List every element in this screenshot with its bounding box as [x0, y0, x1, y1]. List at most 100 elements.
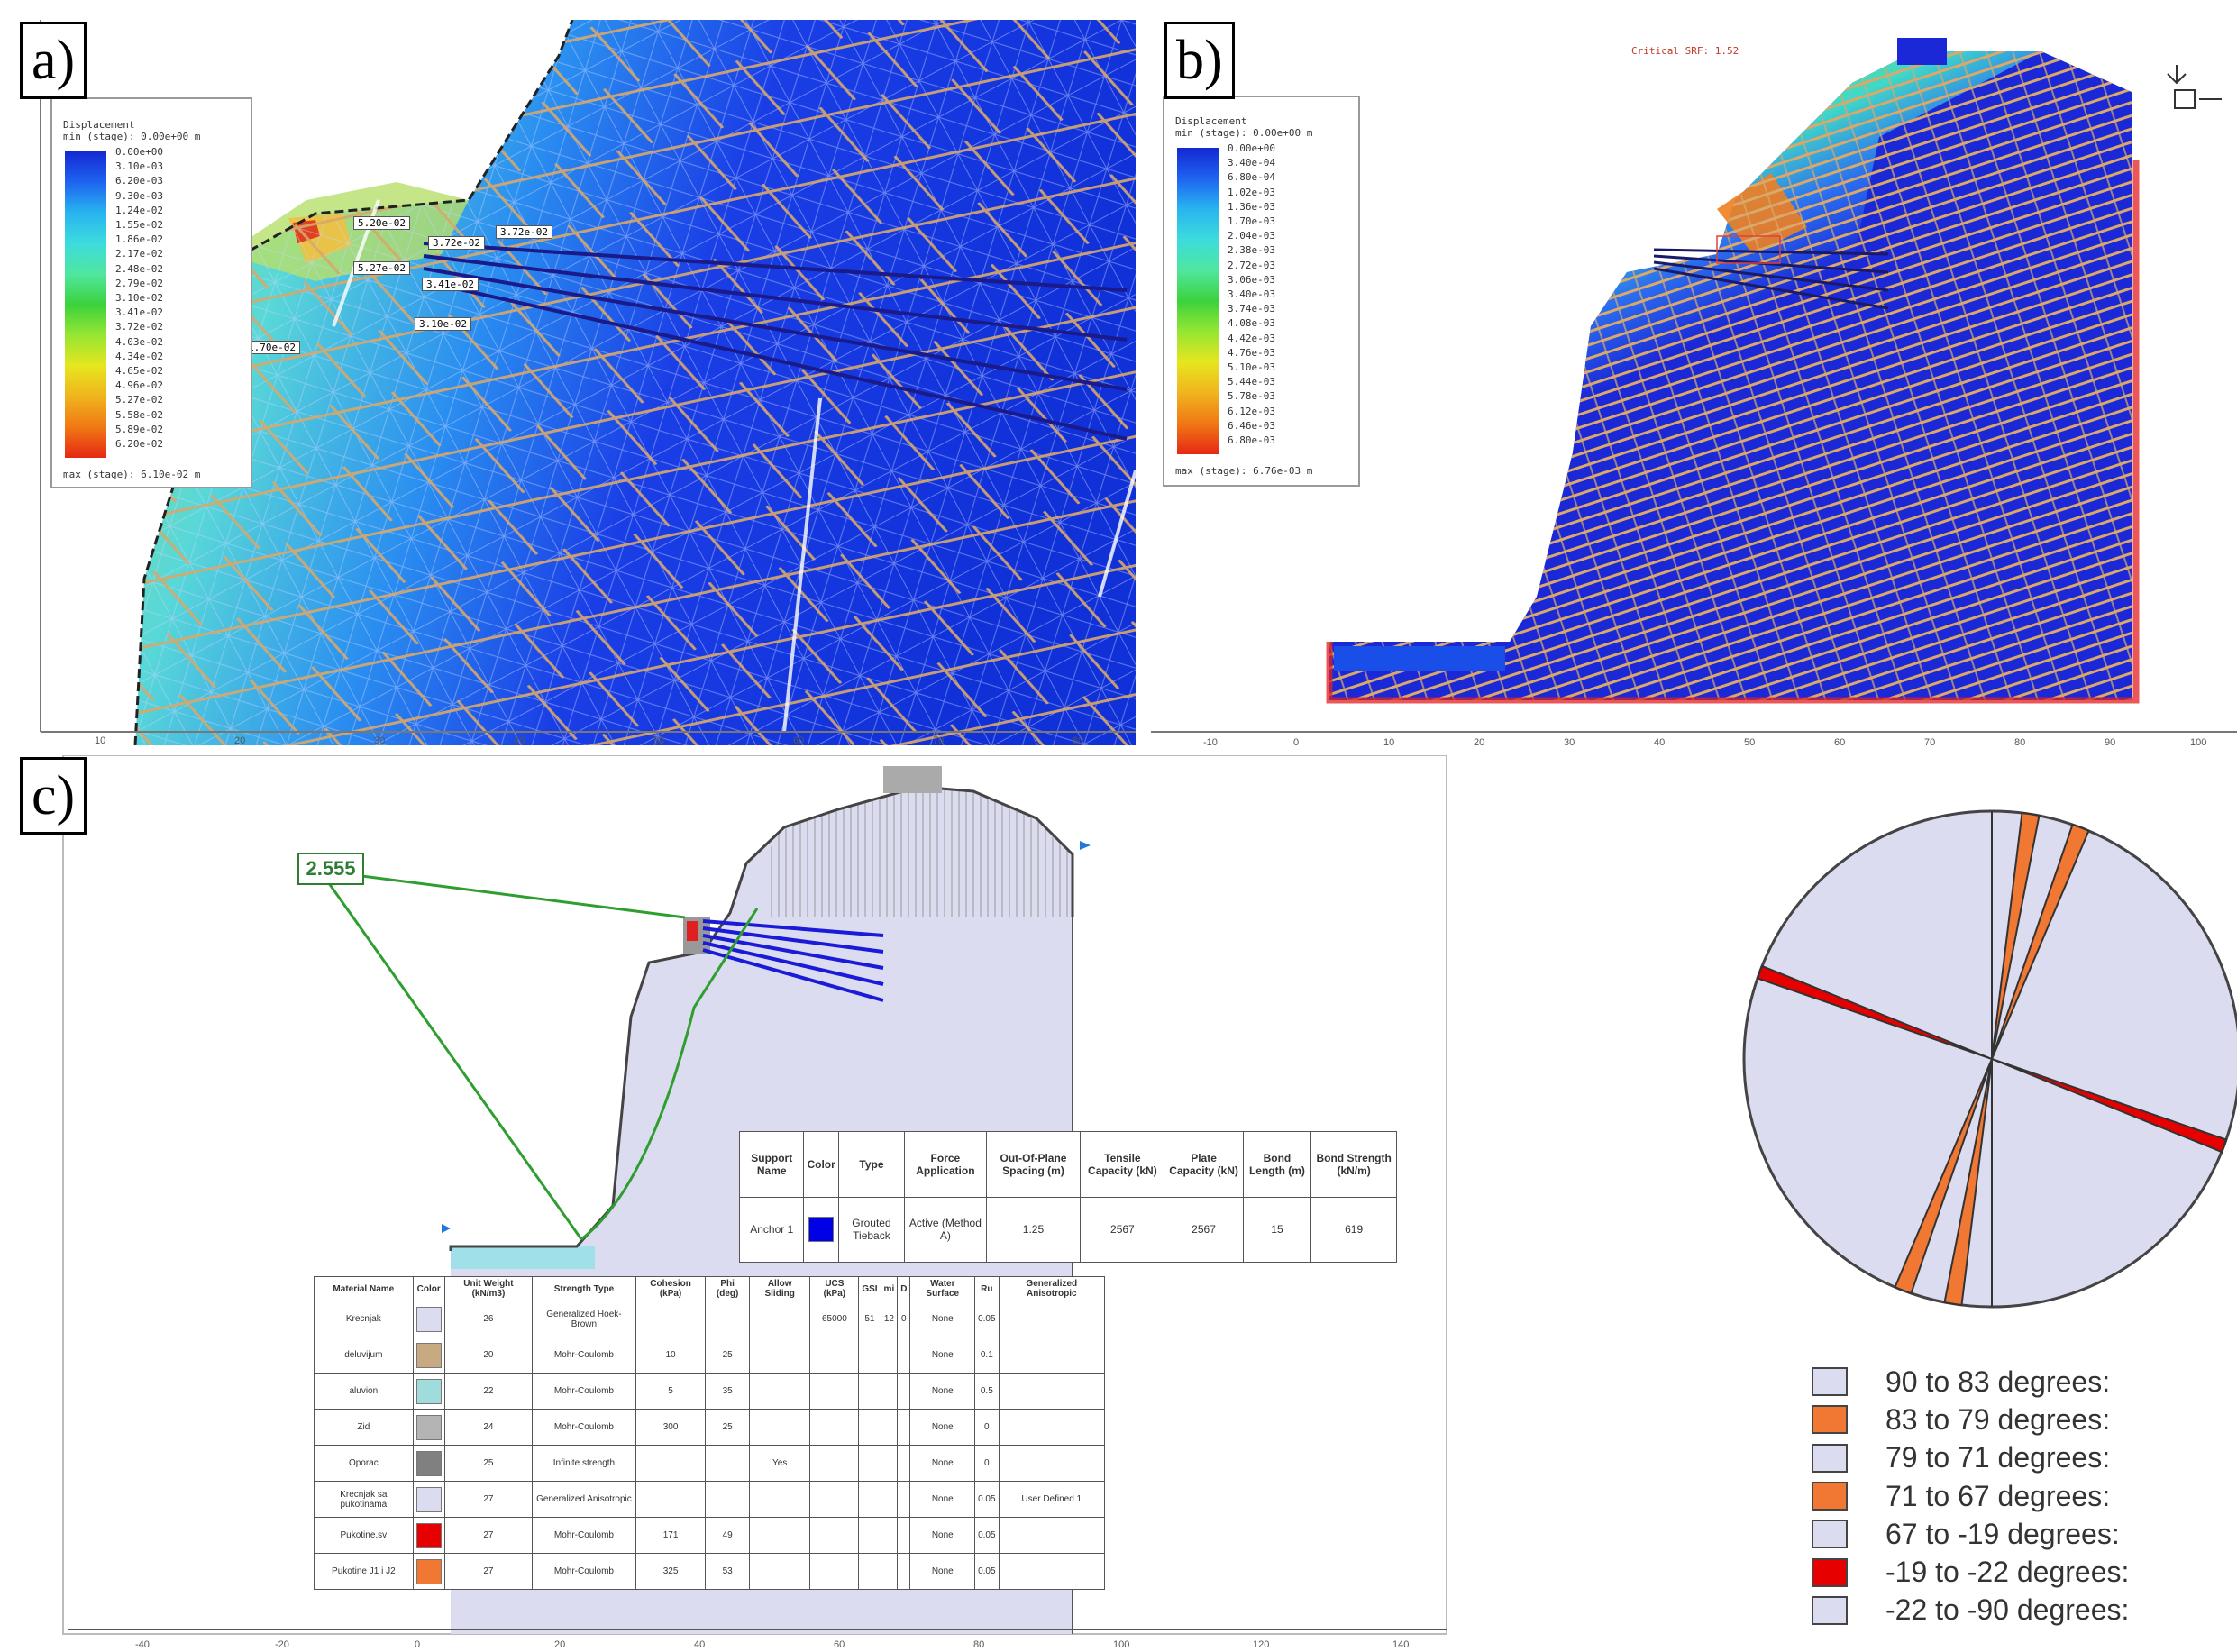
table-row: Zid 24 Mohr-Coulomb 300 25 None 0: [314, 1409, 1106, 1446]
anisotropy-legend-item: 71 to 67 degrees:: [1812, 1477, 2129, 1515]
legend-min: min (stage): 0.00e+00 m: [63, 131, 201, 142]
material-uw: 27: [443, 1481, 534, 1518]
material-name: Krecnjak sa pukotinama: [314, 1481, 414, 1518]
legend-swatch: [1812, 1405, 1848, 1435]
anisotropy-legend-item: 90 to 83 degrees:: [1812, 1363, 2129, 1401]
panel-c-label: c): [20, 757, 87, 835]
material-mi: [880, 1445, 899, 1482]
legend-label: 83 to 79 degrees:: [1885, 1402, 2111, 1436]
material-color: [412, 1373, 445, 1410]
material-slide: [748, 1337, 811, 1374]
axis-tick-c: -40: [135, 1639, 150, 1650]
material-ucs: [809, 1445, 860, 1482]
material-color: [412, 1445, 445, 1482]
table-header: Strength Type: [532, 1276, 636, 1301]
table-header: Color: [803, 1131, 839, 1198]
material-coh: 171: [635, 1517, 707, 1554]
legend-swatch: [1812, 1482, 1848, 1511]
material-water: None: [909, 1337, 976, 1374]
material-name: Krecnjak: [314, 1301, 414, 1337]
anisotropy-legend-item: 83 to 79 degrees:: [1812, 1401, 2129, 1438]
table-header: Plate Capacity (kN): [1164, 1131, 1244, 1198]
anisotropy-legend-item: -19 to -22 degrees:: [1812, 1553, 2129, 1591]
legend-tick: 4.03e-02: [115, 335, 163, 348]
material-d: 0: [897, 1301, 911, 1337]
material-ru: 0: [974, 1445, 1000, 1482]
material-ru: 0.05: [974, 1553, 1000, 1590]
material-st: Mohr-Coulomb: [532, 1553, 636, 1590]
axis-tick-a: 60: [793, 735, 804, 745]
material-d: [897, 1553, 911, 1590]
legend-tick: 1.36e-03: [1228, 200, 1275, 213]
legend-tick: 4.96e-02: [115, 379, 163, 392]
value-label: 3.72e-02: [428, 236, 485, 250]
axis-tick-c: 120: [1253, 1639, 1269, 1650]
table-header: Allow Sliding: [748, 1276, 811, 1301]
material-ucs: [809, 1517, 860, 1554]
material-coh: 10: [635, 1337, 707, 1374]
material-slide: [748, 1409, 811, 1446]
panel-a-label: a): [20, 22, 87, 99]
material-slide: Yes: [748, 1445, 811, 1482]
legend-title: Displacement: [63, 119, 135, 131]
material-gsi: [858, 1409, 881, 1446]
axis-tick-b: 100: [2190, 737, 2206, 745]
material-color: [412, 1409, 445, 1446]
table-row: Anchor 1 Grouted Tieback Active (Method …: [738, 1196, 1397, 1263]
color-swatch: [415, 1522, 442, 1548]
support-spacing: 1.25: [985, 1196, 1082, 1263]
material-aniso: [998, 1445, 1106, 1482]
table-header: mi: [880, 1276, 899, 1301]
color-swatch: [415, 1306, 442, 1332]
axis-tick-c: -20: [275, 1639, 289, 1650]
legend-tick: 6.12e-03: [1228, 405, 1275, 417]
legend-swatch: [1812, 1595, 1848, 1625]
panel-a-legend: Displacement min (stage): 0.00e+00 m 0.0…: [50, 97, 252, 488]
color-swatch: [415, 1558, 442, 1584]
table-row: Oporac 25 Infinite strength Yes None 0: [314, 1445, 1106, 1482]
material-aniso: [998, 1337, 1106, 1374]
colour-bar: [65, 151, 106, 458]
material-water: None: [909, 1301, 976, 1337]
material-water: None: [909, 1481, 976, 1518]
legend-swatch: [1812, 1557, 1848, 1587]
axis-tick-b: 40: [1654, 737, 1665, 745]
material-phi: [705, 1301, 750, 1337]
legend-tick: 2.38e-03: [1228, 244, 1275, 257]
material-water: None: [909, 1409, 976, 1446]
table-row: Pukotine J1 i J2 27 Mohr-Coulomb 325 53 None 0…: [314, 1553, 1106, 1590]
axis-tick-b: 10: [1383, 737, 1394, 745]
panel-a: 10 20 30 40 50 60 70 80 5.20e-02 3.72e-0…: [18, 20, 1136, 745]
axis-tick-b: 0: [1293, 737, 1299, 745]
legend-tick: 1.02e-03: [1228, 186, 1275, 198]
axis-tick-b: 30: [1564, 737, 1575, 745]
legend-tick: 2.04e-03: [1228, 230, 1275, 242]
support-type: Grouted Tieback: [837, 1196, 906, 1263]
anisotropy-wedge: [1991, 811, 2041, 1060]
material-color: [412, 1553, 445, 1590]
legend-tick: 2.72e-03: [1228, 259, 1275, 271]
legend-label: 71 to 67 degrees:: [1885, 1479, 2111, 1512]
legend-tick: 5.58e-02: [115, 408, 163, 421]
support-color: [803, 1196, 839, 1263]
material-st: Mohr-Coulomb: [532, 1409, 636, 1446]
legend-tick: 5.78e-03: [1228, 390, 1275, 403]
legend-label: 90 to 83 degrees:: [1885, 1364, 2111, 1398]
legend-tick: 2.17e-02: [115, 248, 163, 260]
legend-max: max (stage): 6.10e-02 m: [63, 469, 201, 480]
axis-tick-c: 0: [415, 1639, 420, 1650]
axis-tick-a: 40: [514, 735, 525, 745]
material-coh: 5: [635, 1373, 707, 1410]
material-gsi: [858, 1445, 881, 1482]
legend-tick: 3.10e-02: [115, 292, 163, 304]
axis-tick-c: 20: [554, 1639, 565, 1650]
anisotropy-wedge: [1991, 1058, 2228, 1154]
value-label: 5.20e-02: [353, 216, 410, 230]
legend-tick: 2.48e-02: [115, 262, 163, 275]
table-header: Tensile Capacity (kN): [1080, 1131, 1165, 1198]
table-header: Type: [837, 1131, 906, 1198]
legend-tick: 3.40e-04: [1228, 157, 1275, 169]
axis-tick-a: 80: [1073, 735, 1083, 745]
legend-max: max (stage): 6.76e-03 m: [1175, 465, 1313, 477]
material-ru: 0.05: [974, 1301, 1000, 1337]
